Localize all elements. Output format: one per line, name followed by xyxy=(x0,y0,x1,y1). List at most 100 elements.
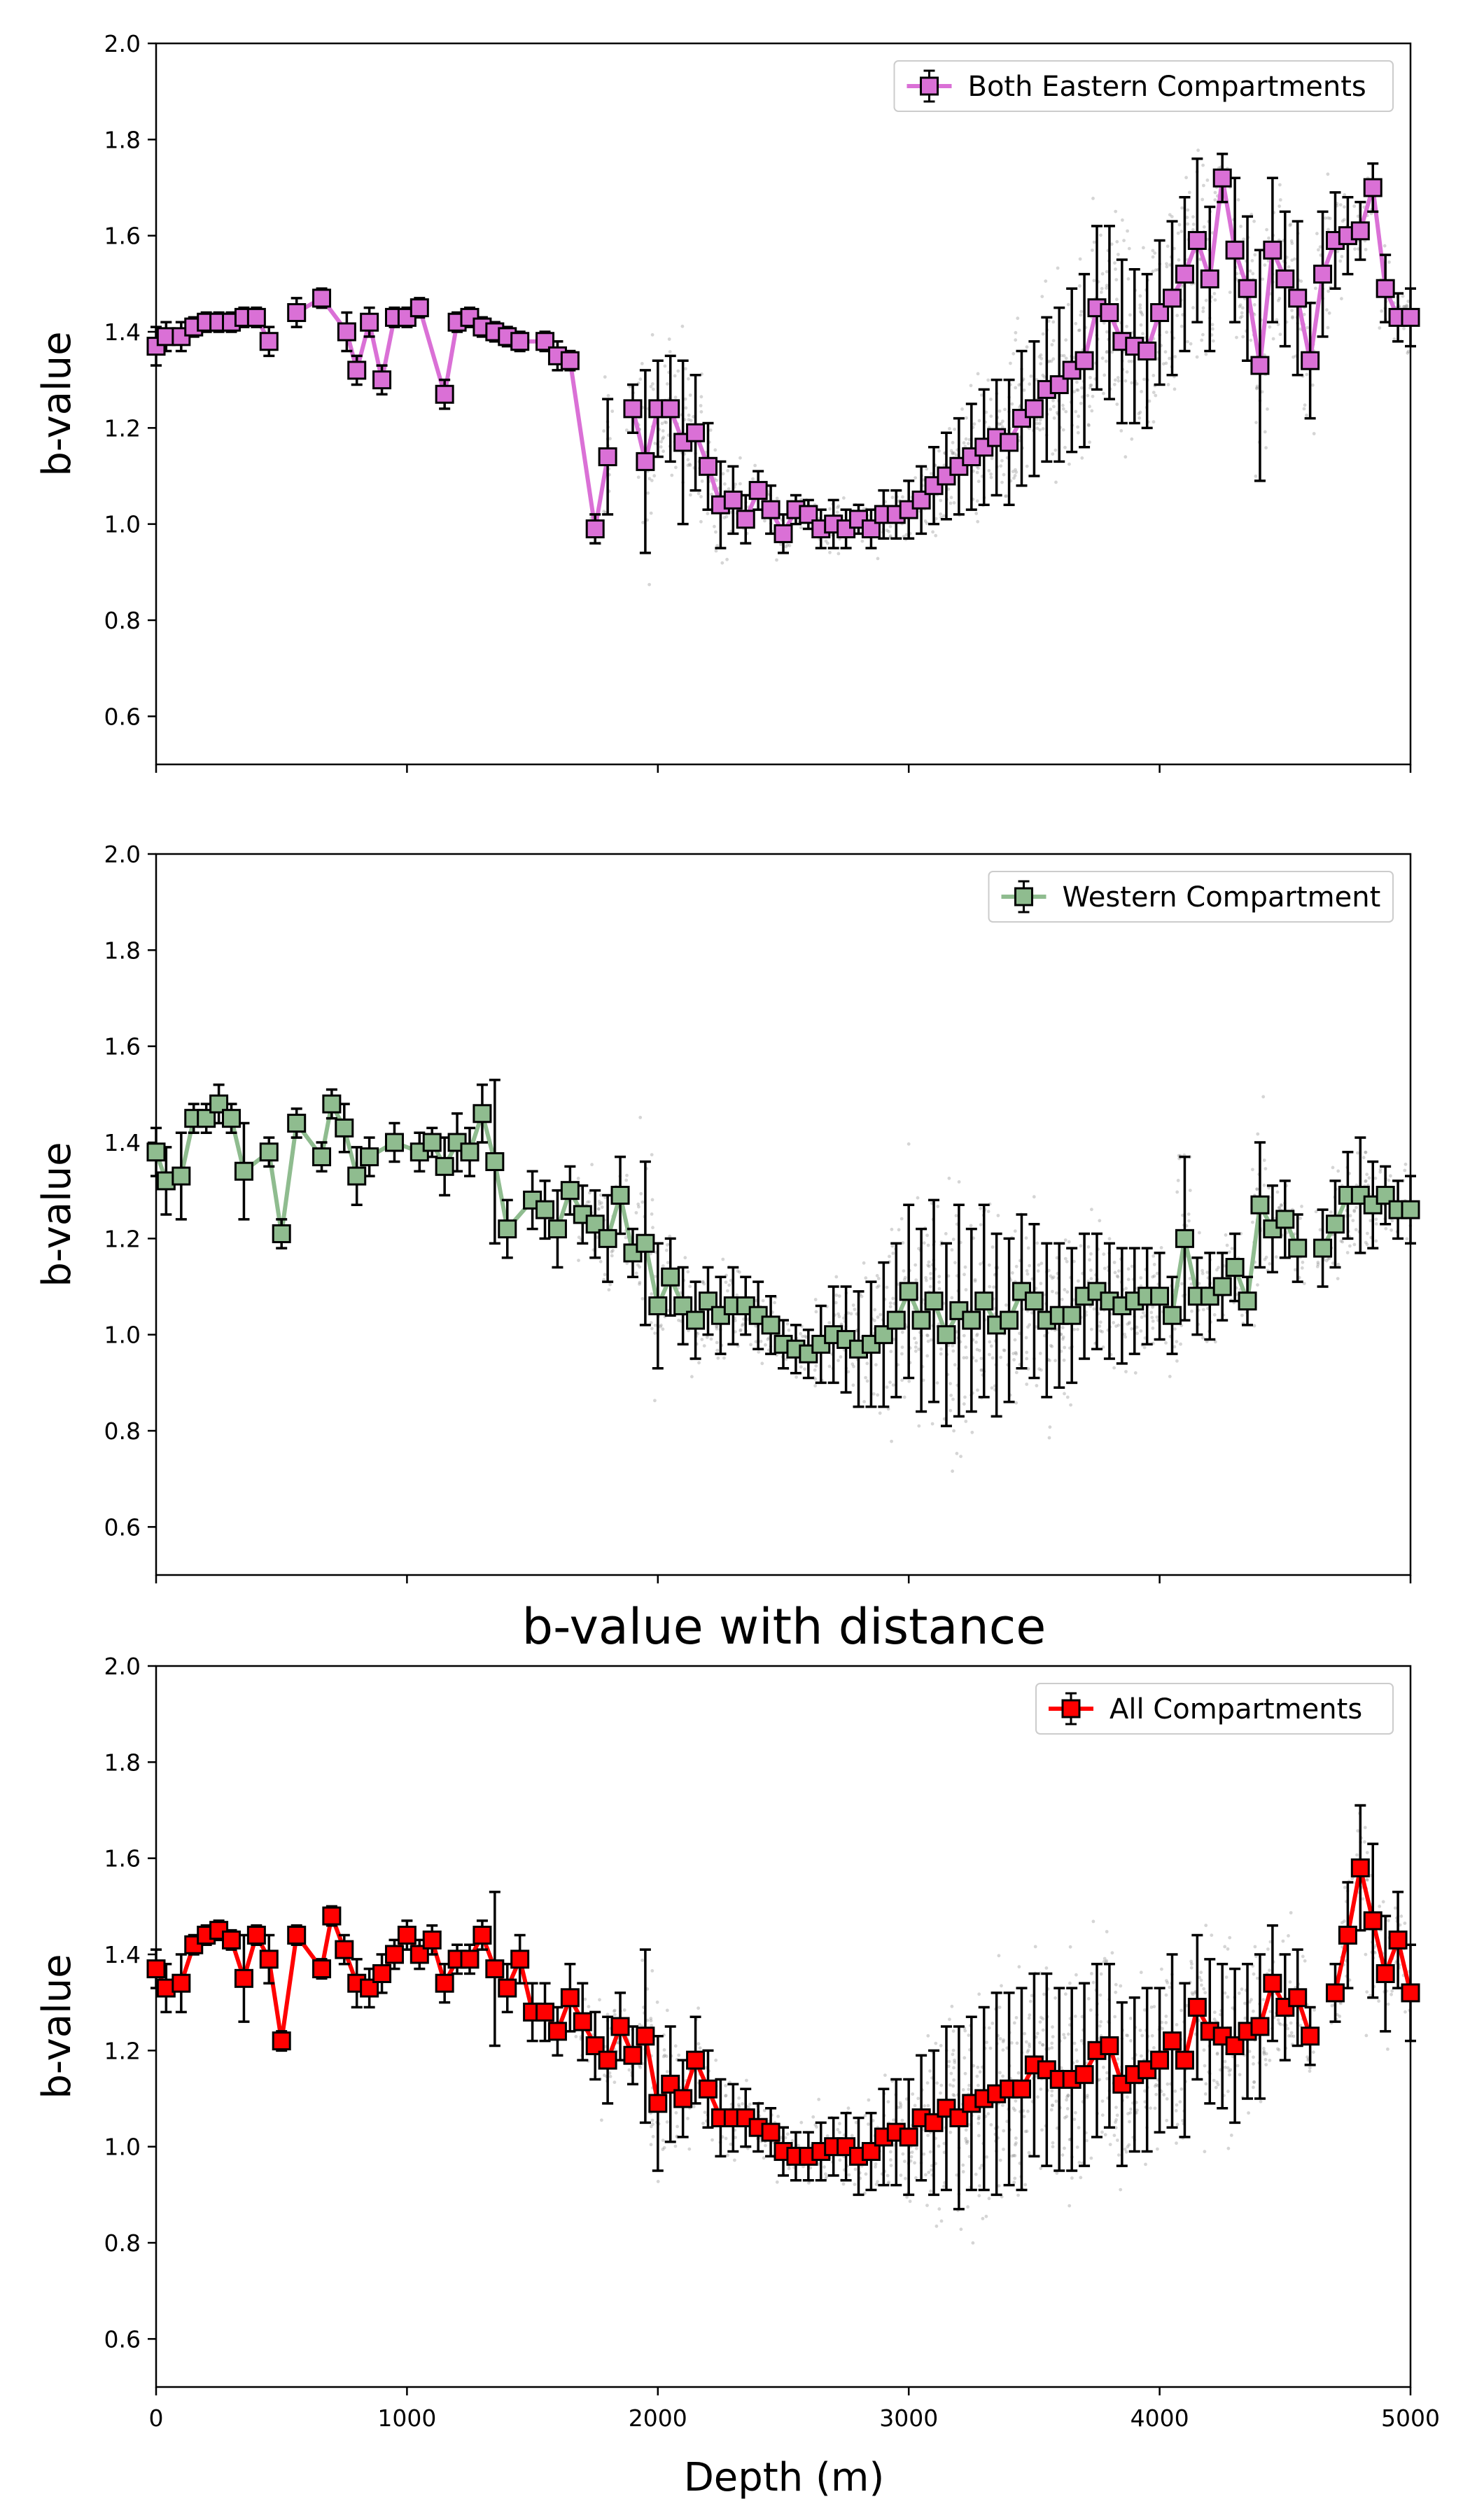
scatter-point xyxy=(1191,223,1196,226)
scatter-point xyxy=(963,2029,967,2033)
scatter-point xyxy=(1201,306,1205,310)
scatter-point xyxy=(1105,2077,1109,2080)
scatter-point xyxy=(1199,1978,1203,1982)
scatter-point xyxy=(1028,2045,1032,2049)
scatter-point xyxy=(1027,2016,1031,2020)
scatter-point xyxy=(1190,1962,1194,1966)
scatter-point xyxy=(1115,402,1119,406)
scatter-point xyxy=(1293,257,1296,261)
scatter-point xyxy=(661,429,665,433)
data-point xyxy=(774,524,793,543)
scatter-point xyxy=(1011,470,1015,473)
scatter-point xyxy=(1166,383,1170,386)
scatter-point xyxy=(636,1202,640,1206)
scatter-point xyxy=(948,2130,953,2134)
scatter-point xyxy=(1166,2082,1170,2086)
scatter-point xyxy=(700,479,704,483)
scatter-point xyxy=(1216,2082,1220,2087)
scatter-point xyxy=(930,2168,933,2172)
scatter-point xyxy=(1062,2033,1066,2037)
y-tick-label: 0.6 xyxy=(104,703,141,730)
scatter-point xyxy=(913,1336,916,1340)
scatter-point xyxy=(650,2118,654,2122)
data-point xyxy=(1024,399,1044,419)
scatter-point xyxy=(1195,355,1199,359)
scatter-point xyxy=(925,1334,930,1338)
scatter-point xyxy=(1384,1226,1388,1231)
scatter-point xyxy=(976,466,980,470)
scatter-point xyxy=(738,456,742,460)
scatter-point xyxy=(1226,2146,1231,2150)
scatter-point xyxy=(1126,1278,1130,1282)
scatter-point xyxy=(976,2121,981,2125)
scatter-point xyxy=(1243,2016,1247,2020)
data-point xyxy=(761,1315,780,1335)
data-point xyxy=(698,2079,718,2099)
data-point xyxy=(1238,279,1257,298)
scatter-point xyxy=(1279,1203,1283,1207)
scatter-point xyxy=(775,496,779,500)
scatter-point xyxy=(1252,2080,1256,2084)
scatter-point xyxy=(1275,2047,1280,2051)
scatter-point xyxy=(748,2102,752,2106)
scatter-point xyxy=(927,1264,931,1268)
scatter-point xyxy=(1264,2052,1268,2056)
scatter-point xyxy=(1152,1274,1156,1278)
data-point xyxy=(1350,221,1370,241)
scatter-point xyxy=(1041,2043,1045,2047)
scatter-point xyxy=(670,473,674,477)
scatter-point xyxy=(1198,1231,1201,1235)
scatter-point xyxy=(1065,2107,1070,2110)
scatter-point xyxy=(1210,1933,1214,1938)
scatter-point xyxy=(1175,2023,1179,2026)
scatter-point xyxy=(944,1232,948,1236)
scatter-point xyxy=(1152,391,1156,394)
scatter-point xyxy=(975,2074,979,2078)
scatter-point xyxy=(608,437,612,441)
scatter-point xyxy=(760,1362,764,1366)
scatter-point xyxy=(1149,2106,1152,2110)
scatter-point xyxy=(1022,388,1026,392)
scatter-point xyxy=(1014,1371,1018,1375)
scatter-point xyxy=(888,1254,891,1259)
data-point xyxy=(335,1118,354,1138)
scatter-point xyxy=(1374,1217,1378,1222)
scatter-point xyxy=(638,1116,643,1119)
scatter-point xyxy=(1063,2146,1066,2150)
scatter-point xyxy=(650,1198,654,1202)
scatter-point xyxy=(969,1224,973,1228)
data-point xyxy=(661,1267,680,1287)
scatter-point xyxy=(1065,2095,1069,2099)
scatter-point xyxy=(673,396,678,399)
data-point xyxy=(861,519,881,539)
scatter-point xyxy=(1203,2150,1207,2154)
data-point xyxy=(222,1930,241,1949)
scatter-point xyxy=(1001,2104,1004,2108)
data-point xyxy=(287,1926,307,1945)
scatter-point xyxy=(1252,2009,1255,2013)
scatter-point xyxy=(974,1359,978,1363)
scatter-point xyxy=(612,2009,616,2013)
scatter-point xyxy=(1018,1331,1021,1336)
scatter-point xyxy=(966,2205,969,2209)
scatter-point xyxy=(1390,1989,1394,1993)
scatter-point xyxy=(1022,2115,1026,2119)
scatter-point xyxy=(964,2139,968,2143)
data-point xyxy=(1175,1228,1194,1248)
scatter-point xyxy=(1114,267,1117,271)
scatter-point xyxy=(653,1399,657,1403)
scatter-point xyxy=(926,2134,930,2138)
scatter-point xyxy=(1352,1210,1357,1213)
scatter-point xyxy=(842,1316,846,1320)
data-point xyxy=(1225,1258,1245,1278)
scatter-point xyxy=(1264,1167,1268,1170)
data-point xyxy=(460,1142,479,1162)
scatter-point xyxy=(1078,284,1082,288)
scatter-point xyxy=(1150,2033,1154,2038)
scatter-point xyxy=(1147,399,1152,403)
scatter-point xyxy=(1016,316,1020,321)
scatter-point xyxy=(1368,1219,1373,1223)
data-point xyxy=(246,307,266,327)
scatter-point xyxy=(1238,316,1242,320)
scatter-point xyxy=(1180,2087,1184,2091)
